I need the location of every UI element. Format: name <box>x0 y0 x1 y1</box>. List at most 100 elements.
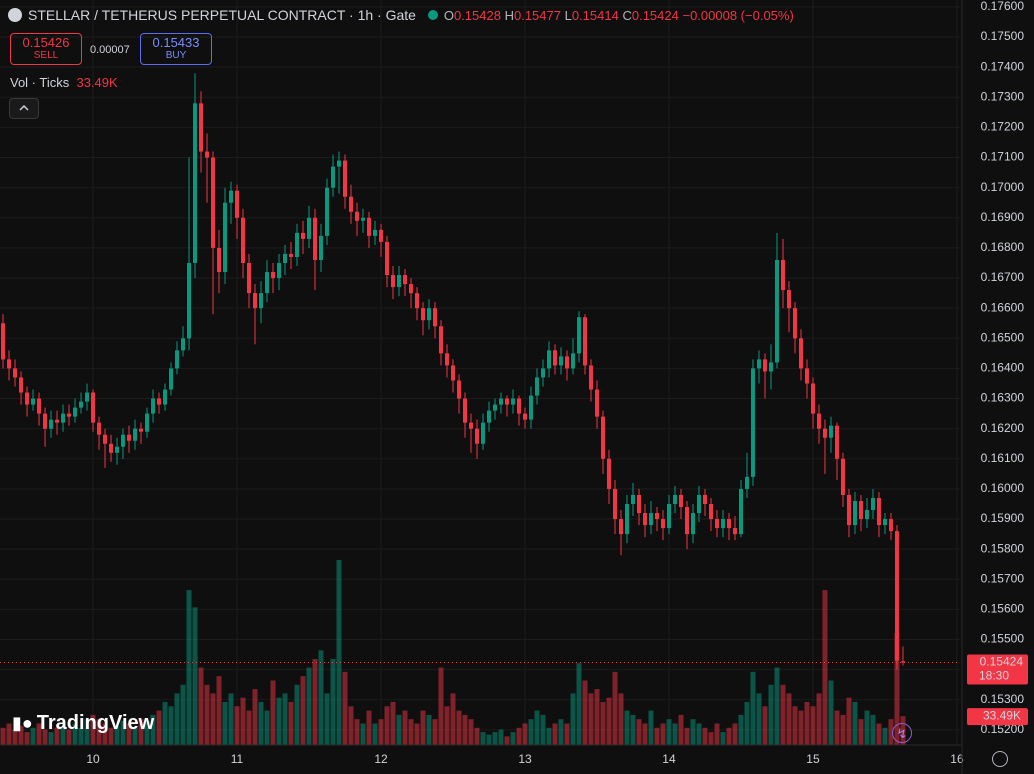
y-tick-label: 0.15200 <box>981 722 1025 736</box>
volume-bar <box>534 710 540 745</box>
volume-bar <box>48 732 54 745</box>
candle-body <box>151 398 156 414</box>
candle-body <box>624 503 629 535</box>
candle-body <box>732 528 737 535</box>
buy-button[interactable]: 0.15433 BUY <box>140 33 212 65</box>
volume-bar <box>684 727 690 745</box>
volume-bar <box>696 723 702 745</box>
volume-bar <box>744 701 750 745</box>
candle-body <box>433 308 438 327</box>
volume-bar <box>894 633 900 745</box>
candle-body <box>582 317 587 366</box>
collapse-button[interactable] <box>9 98 39 119</box>
volume-bar <box>54 727 60 745</box>
y-tick-label: 0.15600 <box>981 602 1025 616</box>
candle-body <box>355 211 360 221</box>
candle-body <box>379 229 384 242</box>
volume-bar <box>720 732 726 745</box>
candle-body <box>349 196 354 212</box>
y-tick-label: 0.17200 <box>981 120 1025 134</box>
ohlc-label: O <box>443 8 454 23</box>
y-tick-label: 0.17600 <box>981 0 1025 13</box>
candle-body <box>444 353 449 366</box>
volume-bar <box>114 726 120 745</box>
volume-bar <box>198 667 204 745</box>
volume-bar <box>426 714 432 745</box>
volume-bar <box>390 701 396 745</box>
volume-bar <box>798 710 804 745</box>
sell-button[interactable]: 0.15426 SELL <box>10 33 82 65</box>
volume-bar <box>504 736 510 745</box>
x-tick-label: 16 <box>950 752 964 766</box>
candle-body <box>738 488 743 535</box>
candle-body <box>570 353 575 369</box>
candle-body <box>475 428 480 444</box>
volume-bar <box>510 732 516 745</box>
volume-bar <box>222 701 228 745</box>
y-tick-label: 0.16200 <box>981 421 1025 435</box>
volume-bar <box>492 732 498 745</box>
candle-body <box>19 377 24 393</box>
volume-bar <box>60 726 66 745</box>
volume-bar <box>444 706 450 745</box>
buy-price: 0.15433 <box>152 35 200 50</box>
candle-body <box>61 413 66 423</box>
lightning-button[interactable]: ↯ <box>892 723 912 743</box>
volume-bar <box>582 680 588 745</box>
volume-bar <box>522 723 528 745</box>
volume-bar <box>84 719 90 745</box>
volume-bar <box>432 719 438 745</box>
volume-bar <box>756 693 762 745</box>
y-tick-label: 0.16600 <box>981 300 1025 314</box>
candle-body <box>594 389 599 417</box>
volume-bar <box>618 693 624 745</box>
candle-body <box>103 434 108 444</box>
candle-body <box>469 422 474 429</box>
candle-body <box>49 419 54 429</box>
ohlc-label: C <box>622 8 632 23</box>
buy-label: BUY <box>165 50 187 61</box>
volume-bar <box>882 727 888 745</box>
volume-bar <box>234 706 240 745</box>
candle-body <box>786 290 791 309</box>
volume-bar <box>840 714 846 745</box>
candle-body <box>115 446 120 453</box>
candle-body <box>426 308 431 321</box>
candle-body <box>235 190 240 218</box>
last-price-label: 0.15424 <box>980 655 1024 669</box>
candle-body <box>588 365 593 390</box>
volume-bar <box>852 701 858 745</box>
ohlc-value: 0.15414 <box>571 8 619 23</box>
candle-body <box>109 443 114 453</box>
candle-body <box>522 413 527 420</box>
candle-body <box>720 519 725 529</box>
volume-bar <box>108 727 114 745</box>
volume-bar <box>774 667 780 745</box>
candle-body <box>145 413 150 432</box>
volume-bar <box>750 671 756 745</box>
candle-body <box>271 272 276 279</box>
volume-bar <box>870 714 876 745</box>
y-tick-label: 0.16400 <box>981 361 1025 375</box>
volume-bar <box>876 723 882 745</box>
y-tick-label: 0.17500 <box>981 29 1025 43</box>
x-tick-label: 15 <box>806 752 820 766</box>
candle-body <box>139 428 144 432</box>
volume-bar <box>420 710 426 745</box>
candle-body <box>870 497 875 511</box>
candle-body <box>600 416 605 459</box>
volume-bar <box>768 684 774 745</box>
settings-button[interactable] <box>992 751 1008 767</box>
x-tick-label: 12 <box>374 752 388 766</box>
volume-bar <box>570 693 576 745</box>
volume-bar <box>606 697 612 745</box>
volume-bar <box>648 710 654 745</box>
candle-body <box>702 494 707 504</box>
volume-bar <box>372 723 378 745</box>
volume-bar <box>168 706 174 745</box>
candle-body <box>565 356 570 369</box>
volume-bar <box>180 684 186 745</box>
volume-bar <box>594 689 600 745</box>
candle-body <box>187 262 192 339</box>
